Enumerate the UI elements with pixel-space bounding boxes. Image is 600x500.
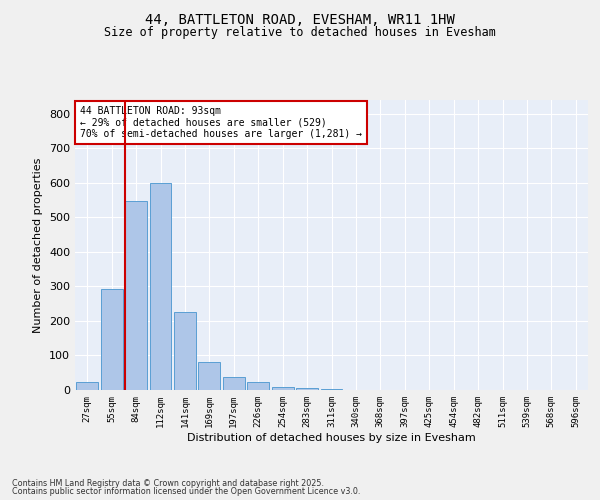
Bar — [296, 388, 318, 390]
Bar — [125, 201, 147, 390]
Bar — [223, 377, 245, 390]
Bar — [247, 382, 269, 390]
Bar — [149, 183, 172, 390]
Bar — [199, 362, 220, 390]
Bar — [101, 289, 122, 390]
Bar — [76, 382, 98, 390]
Text: 44, BATTLETON ROAD, EVESHAM, WR11 1HW: 44, BATTLETON ROAD, EVESHAM, WR11 1HW — [145, 12, 455, 26]
Text: Contains public sector information licensed under the Open Government Licence v3: Contains public sector information licen… — [12, 487, 361, 496]
Y-axis label: Number of detached properties: Number of detached properties — [34, 158, 43, 332]
Bar — [174, 312, 196, 390]
Bar — [320, 388, 343, 390]
X-axis label: Distribution of detached houses by size in Evesham: Distribution of detached houses by size … — [187, 432, 476, 442]
Bar — [272, 386, 293, 390]
Text: 44 BATTLETON ROAD: 93sqm
← 29% of detached houses are smaller (529)
70% of semi-: 44 BATTLETON ROAD: 93sqm ← 29% of detach… — [80, 106, 362, 139]
Text: Size of property relative to detached houses in Evesham: Size of property relative to detached ho… — [104, 26, 496, 39]
Text: Contains HM Land Registry data © Crown copyright and database right 2025.: Contains HM Land Registry data © Crown c… — [12, 478, 324, 488]
